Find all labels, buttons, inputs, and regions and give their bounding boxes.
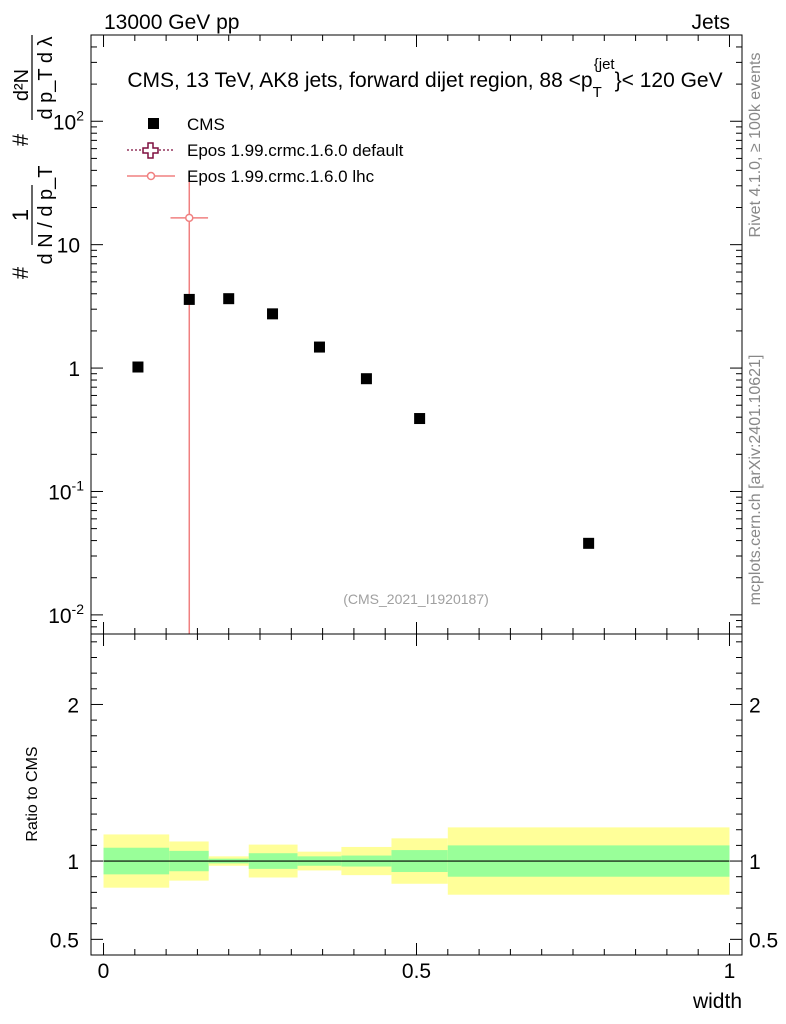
y-axis-label-hash-2: # — [8, 133, 33, 146]
cms-data-point — [132, 361, 144, 373]
ratio-y-tick-label-right: 2 — [749, 694, 761, 717]
chart-title-sup-jet: {jet — [594, 56, 616, 73]
rivet-version-label: Rivet 4.1.0, ≥ 100k events — [747, 53, 764, 238]
ratio-y-tick-label-left: 1 — [67, 851, 79, 874]
legend-marker-cms — [148, 118, 159, 129]
category-label: Jets — [691, 11, 730, 34]
legend-marker-epos-default — [142, 142, 159, 159]
cms-data-point — [360, 373, 372, 385]
x-tick-label: 0.5 — [402, 960, 431, 983]
cms-data-point — [313, 341, 325, 353]
ratio-y-tick-label-left: 0.5 — [50, 929, 79, 952]
x-axis-label: width — [692, 990, 742, 1013]
cms-data-point — [183, 293, 195, 305]
main-plot: 10-2 10-1 1 10 102 CMS, 13 TeV, AK8 jets, fo… — [8, 34, 743, 635]
legend-marker-epos-lhc — [146, 171, 156, 181]
y-axis-label-one: 1 — [8, 209, 33, 221]
legend-label-epos-lhc: Epos 1.99.crmc.1.6.0 lhc — [187, 167, 375, 186]
y-axis-label-denominator-1: d N / d p_T — [35, 166, 57, 265]
main-y-tick-label: 10 — [57, 235, 80, 258]
main-y-tick-label: 102 — [53, 107, 84, 134]
ratio-y-tick-label-right: 0.5 — [749, 929, 778, 952]
x-tick-label: 0 — [98, 960, 110, 983]
ratio-y-tick-label-right: 1 — [749, 851, 761, 874]
y-axis-label: # 1 d N / d p_T # d²N d p_T d λ — [8, 35, 57, 279]
y-axis-label-denominator-2: d p_T d λ — [35, 36, 57, 119]
main-y-tick-label: 10-1 — [48, 477, 84, 504]
chart-title-main: CMS, 13 TeV, AK8 jets, forward dijet reg… — [127, 69, 592, 92]
ratio-y-ticks: 0.5 0.5 1 1 2 2 — [50, 641, 778, 956]
legend-label-cms: CMS — [187, 115, 225, 134]
analysis-watermark: (CMS_2021_I1920187) — [343, 591, 489, 607]
chart-title-end: }< 120 GeV — [615, 69, 723, 92]
cms-data-point — [583, 537, 595, 549]
main-y-tick-label: 1 — [68, 358, 80, 381]
ratio-plot: 0.5 0.51 12 2 0 0.5 1 Ratio to CMS width — [24, 633, 778, 1013]
main-y-ticks: 10-2 10-1 1 10 102 — [48, 34, 742, 635]
ratio-y-tick-label-left: 2 — [67, 694, 79, 717]
cms-data-point — [223, 293, 235, 305]
y-axis-label-numerator-2: d²N — [11, 69, 33, 101]
main-x-ticks — [103, 35, 730, 634]
legend: CMS Epos 1.99.crmc.1.6.0 default Epos 1.… — [127, 115, 404, 186]
ratio-y-axis-label: Ratio to CMS — [24, 746, 41, 841]
energy-label: 13000 GeV pp — [104, 11, 239, 34]
main-markers — [132, 180, 595, 634]
main-y-tick-label: 10-2 — [48, 601, 84, 628]
ratio-plot-frame — [90, 633, 743, 956]
cms-data-point — [267, 308, 279, 320]
y-axis-label-hash-1: # — [8, 266, 33, 279]
chart-title-sub-t: T — [593, 84, 602, 101]
ratio-x-ticks: 0 0.5 1 — [98, 634, 736, 983]
chart-title: CMS, 13 TeV, AK8 jets, forward dijet reg… — [127, 56, 722, 101]
epos-lhc-point — [185, 213, 194, 223]
x-tick-label: 1 — [724, 960, 736, 983]
legend-label-epos-default: Epos 1.99.crmc.1.6.0 default — [187, 141, 404, 160]
cms-data-point — [414, 413, 426, 425]
mcplots-source-label: mcplots.cern.ch [arXiv:2401.10621] — [747, 355, 764, 606]
